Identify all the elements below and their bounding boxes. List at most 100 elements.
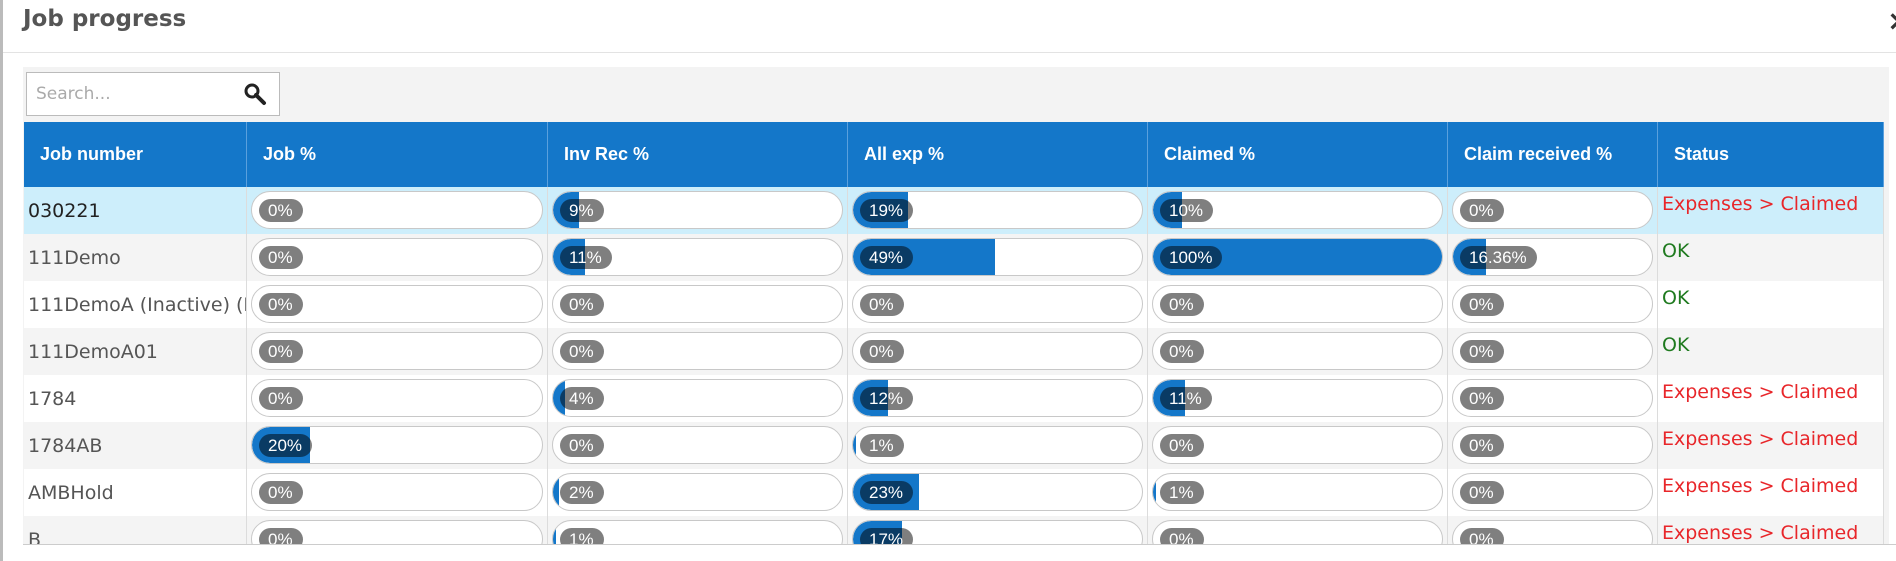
progress-label: 0%: [1160, 528, 1204, 544]
progress-label: 16.36%: [1460, 246, 1537, 269]
progress-bar: 1%: [1152, 473, 1443, 511]
progress-bar: 0%: [1452, 426, 1653, 464]
progress-cell: 0%: [1448, 516, 1658, 544]
job-number: 111DemoA (Inactive) (I...: [24, 281, 247, 328]
status: Expenses > Claimed: [1658, 375, 1884, 422]
progress-bar: 0%: [1152, 332, 1443, 370]
progress-label: 0%: [1460, 199, 1504, 222]
progress-bar: 0%: [852, 285, 1143, 323]
table-row[interactable]: AMBHold 0% 2% 23% 1% 0% Expenses > Claimed: [24, 469, 1884, 516]
column-header[interactable]: Job number: [24, 122, 247, 187]
progress-cell: 0%: [1448, 328, 1658, 375]
progress-bar: 17%: [852, 520, 1143, 544]
table: Job number Job % Inv Rec % All exp % Claimed…: [24, 122, 1884, 544]
column-header[interactable]: Claim received %: [1448, 122, 1658, 187]
progress-label: 0%: [259, 528, 303, 544]
progress-bar: 49%: [852, 238, 1143, 276]
table-row[interactable]: 111DemoA01 0% 0% 0% 0% 0% OK: [24, 328, 1884, 375]
progress-label: 2%: [560, 481, 604, 504]
job-number: 111Demo: [24, 234, 247, 281]
column-header[interactable]: Job %: [247, 122, 548, 187]
job-number: AMBHold: [24, 469, 247, 516]
table-row[interactable]: 030221 0% 9% 19% 10% 0% Expenses > Claimed: [24, 187, 1884, 234]
progress-bar: 20%: [251, 426, 543, 464]
progress-cell: 1%: [548, 516, 848, 544]
progress-cell: 20%: [247, 422, 548, 469]
progress-label: 0%: [259, 387, 303, 410]
progress-label: 0%: [1460, 293, 1504, 316]
progress-bar: 19%: [852, 191, 1143, 229]
progress-label: 0%: [1460, 387, 1504, 410]
progress-bar: 0%: [1152, 426, 1443, 464]
progress-cell: 11%: [1148, 375, 1448, 422]
progress-bar: 0%: [1452, 473, 1653, 511]
divider: [23, 544, 1896, 545]
progress-label: 9%: [560, 199, 604, 222]
progress-cell: 12%: [848, 375, 1148, 422]
progress-cell: 0%: [247, 328, 548, 375]
progress-bar: 16.36%: [1452, 238, 1653, 276]
progress-cell: 0%: [1448, 469, 1658, 516]
search-box[interactable]: Search...: [26, 72, 280, 116]
progress-bar: 0%: [1452, 379, 1653, 417]
progress-label: 11%: [1160, 387, 1212, 410]
progress-label: 19%: [860, 199, 914, 222]
progress-bar: 0%: [251, 285, 543, 323]
progress-fill: [553, 380, 565, 416]
table-row[interactable]: 1784AB 20% 0% 1% 0% 0% Expenses > Claimed: [24, 422, 1884, 469]
status: OK: [1658, 328, 1884, 375]
progress-label: 0%: [860, 293, 904, 316]
progress-bar: 0%: [1452, 520, 1653, 544]
progress-bar: 0%: [1452, 285, 1653, 323]
progress-bar: 0%: [251, 473, 543, 511]
progress-cell: 0%: [1448, 422, 1658, 469]
progress-cell: 0%: [247, 187, 548, 234]
progress-label: 0%: [560, 340, 604, 363]
progress-bar: 0%: [552, 332, 843, 370]
progress-label: 0%: [1460, 481, 1504, 504]
status: Expenses > Claimed: [1658, 422, 1884, 469]
progress-label: 23%: [860, 481, 914, 504]
progress-cell: 0%: [1448, 281, 1658, 328]
progress-bar: 23%: [852, 473, 1143, 511]
table-row[interactable]: B 0% 1% 17% 0% 0% Expenses > Claimed: [24, 516, 1884, 544]
progress-fill: [553, 474, 559, 510]
progress-label: 10%: [1160, 199, 1214, 222]
dialog-title: Job progress: [23, 6, 187, 32]
table-row[interactable]: 1784 0% 4% 12% 11% 0% Expenses > Claimed: [24, 375, 1884, 422]
progress-label: 0%: [560, 434, 604, 457]
column-header[interactable]: Claimed %: [1148, 122, 1448, 187]
progress-label: 0%: [1460, 434, 1504, 457]
column-header[interactable]: Inv Rec %: [548, 122, 848, 187]
search-icon[interactable]: [243, 82, 267, 106]
progress-label: 0%: [259, 340, 303, 363]
progress-bar: 0%: [251, 238, 543, 276]
progress-label: 1%: [1160, 481, 1204, 504]
progress-bar: 9%: [552, 191, 843, 229]
progress-bar: 11%: [1152, 379, 1443, 417]
progress-label: 0%: [1460, 340, 1504, 363]
column-header[interactable]: Status: [1658, 122, 1884, 187]
progress-label: 0%: [560, 293, 604, 316]
close-button[interactable]: ×: [1887, 4, 1896, 37]
progress-bar: 11%: [552, 238, 843, 276]
progress-cell: 4%: [548, 375, 848, 422]
progress-bar: 0%: [251, 191, 543, 229]
job-number: B: [24, 516, 247, 544]
progress-cell: 16.36%: [1448, 234, 1658, 281]
progress-cell: 0%: [1148, 281, 1448, 328]
search-placeholder: Search...: [36, 84, 111, 104]
column-header[interactable]: All exp %: [848, 122, 1148, 187]
divider: [3, 52, 1896, 53]
table-row[interactable]: 111Demo 0% 11% 49% 100% 16.36% OK: [24, 234, 1884, 281]
progress-cell: 0%: [1148, 422, 1448, 469]
progress-cell: 0%: [1448, 187, 1658, 234]
progress-bar: 1%: [552, 520, 843, 544]
progress-cell: 0%: [548, 281, 848, 328]
progress-label: 0%: [1160, 293, 1204, 316]
progress-cell: 0%: [1148, 516, 1448, 544]
progress-label: 17%: [860, 528, 914, 544]
table-row[interactable]: 111DemoA (Inactive) (I... 0% 0% 0% 0% 0% OK: [24, 281, 1884, 328]
progress-label: 4%: [560, 387, 604, 410]
